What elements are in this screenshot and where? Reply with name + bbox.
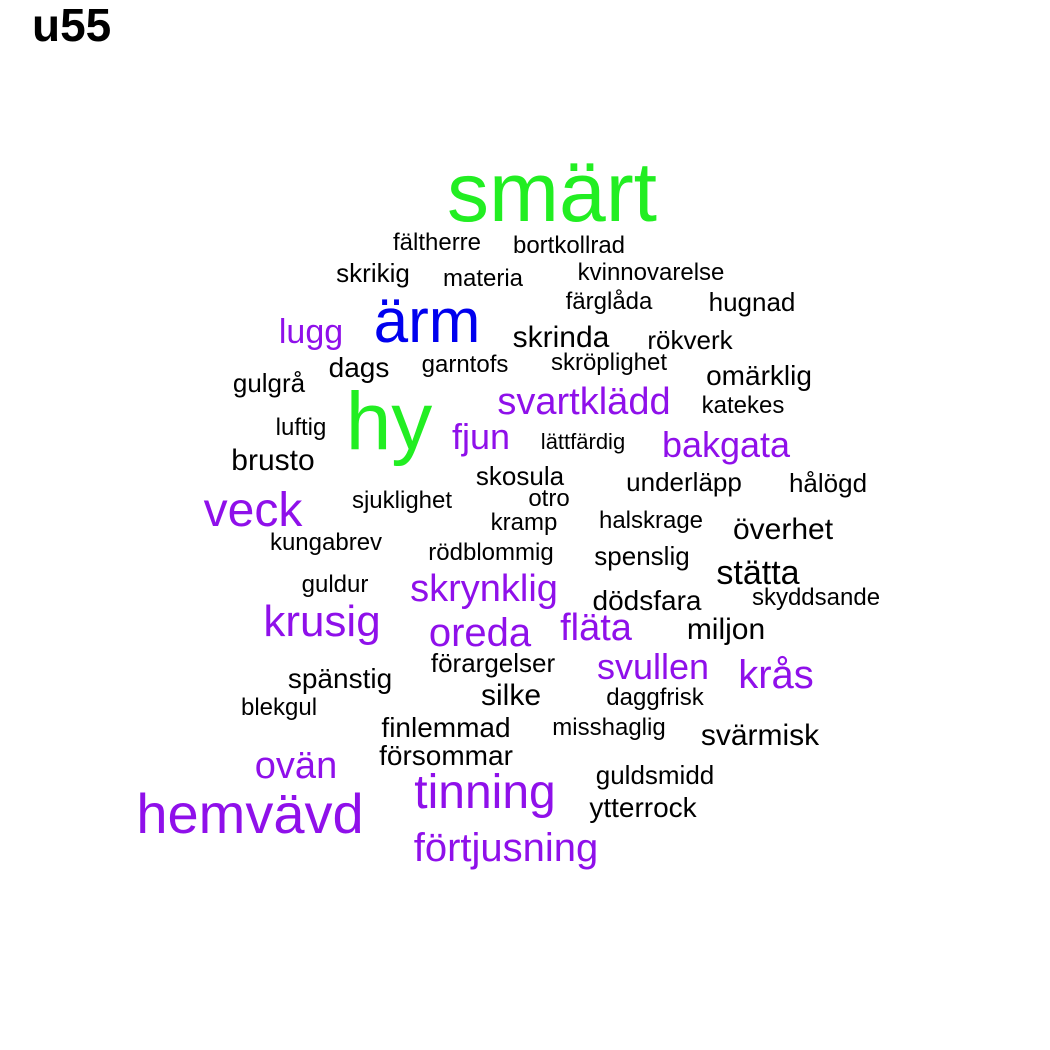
word-spenslig: spenslig [594,541,690,571]
word-faltherre: fältherre [392,229,482,256]
word-silke: silke [480,679,542,712]
word-omarklig: omärklig [706,360,812,391]
word-flata: fläta [560,607,632,649]
word-luftig: luftig [275,414,327,441]
word-rodblommig: rödblommig [428,539,554,566]
word-finlemmad: finlemmad [381,712,511,743]
word-kras: krås [738,653,814,697]
word-forsommar: försommar [379,740,513,771]
word-halskrage: halskrage [598,507,704,534]
word-katekes: katekes [701,392,785,419]
word-lattfardig: lättfärdig [540,429,626,454]
word-halogd: hålögd [788,468,868,498]
word-hemvavd: hemvävd [136,782,364,845]
word-skyddsande: skyddsande [751,584,881,611]
word-otro: otro [528,485,570,512]
word-materia: materia [442,265,524,292]
word-dodsfara: dödsfara [592,585,702,616]
word-skrinda: skrinda [512,321,610,354]
word-svartkladd: svartklädd [497,381,671,423]
word-svullen: svullen [596,646,710,687]
word-kvinnovarelse: kvinnovarelse [577,259,725,286]
word-statta: stätta [716,554,800,592]
word-bortkollrad: bortkollrad [512,232,626,259]
word-dags: dags [328,352,390,383]
word-lugg: lugg [278,313,344,351]
word-rokverk: rökverk [647,325,733,355]
word-guldsmidd: guldsmidd [595,760,715,790]
word-smart: smärt [447,145,657,239]
word-skrikig: skrikig [336,258,410,288]
word-skosula: skosula [475,461,565,491]
word-overhet: överhet [732,513,834,546]
word-ovan: ovän [254,745,338,787]
word-miljon: miljon [686,613,766,646]
word-veck: veck [203,484,303,537]
word-kungabrev: kungabrev [269,529,383,556]
word-fjun: fjun [451,416,511,457]
word-ytterrock: ytterrock [589,792,697,823]
word-skroplighet: skröplighet [550,349,668,376]
word-farglada: färglåda [565,288,653,315]
word-bakgata: bakgata [661,424,791,465]
word-fortjusning: förtjusning [413,826,599,870]
page-title: u55 [32,0,112,51]
word-guldur: guldur [301,571,369,598]
word-skrynklig: skrynklig [410,568,558,610]
word-daggfrisk: daggfrisk [606,684,704,711]
word-kramp: kramp [490,509,558,536]
word-misshaglig: misshaglig [552,714,666,741]
word-garntofs: garntofs [421,351,509,378]
word-brusto: brusto [231,444,315,477]
word-tinning: tinning [414,766,556,819]
word-spanstig: spänstig [287,663,393,694]
word-sjuklighet: sjuklighet [351,487,453,514]
word-gulgra: gulgrå [232,368,306,398]
word-svarmisk: svärmisk [700,719,820,752]
word-arm: ärm [373,287,481,356]
word-krusig: krusig [263,597,381,646]
word-forargelser: förargelser [430,648,556,678]
word-blekgul: blekgul [240,694,318,721]
word-hy: hy [345,376,433,467]
word-underlapp: underläpp [626,467,742,497]
word-hugnad: hugnad [708,287,796,317]
word-oreda: oreda [428,611,532,655]
